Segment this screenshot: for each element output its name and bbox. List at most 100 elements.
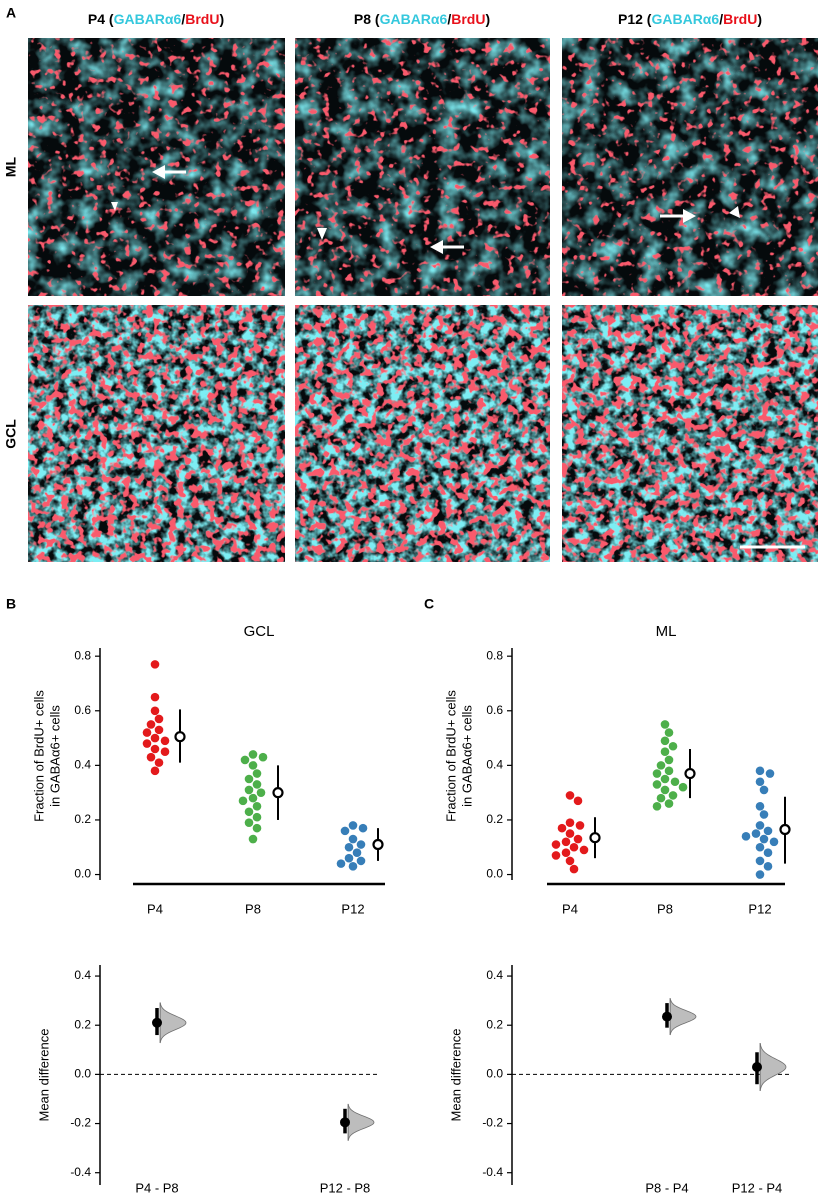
mean-difference [152,1017,162,1028]
data-point [348,862,358,871]
y-tick-label: 0.4 [486,968,503,982]
bootstrap-distribution [347,1103,375,1141]
data-point [551,851,561,860]
mean-difference [752,1062,762,1073]
data-point [244,785,254,795]
micrograph [562,38,818,296]
data-point [660,774,670,784]
mean-marker [174,731,186,743]
data-point [154,725,164,735]
bootstrap-distribution [759,1042,787,1092]
data-point [336,859,346,868]
micrograph [295,305,550,562]
data-point [565,856,575,866]
y-tick-label: 0.2 [74,1017,91,1031]
mean-marker [779,823,791,836]
data-point [664,755,674,765]
data-point [557,823,567,833]
row-label: ML [3,156,19,177]
mean-marker [589,832,601,844]
data-point [664,728,674,737]
data-point [352,848,362,858]
y-tick-label: -0.2 [70,1116,91,1130]
annotations [111,165,805,549]
y-tick-label: -0.4 [70,1165,91,1179]
data-point [565,829,575,838]
panel-label: C [424,596,434,612]
data-point [759,810,769,819]
data-point [741,832,751,841]
data-point [348,821,358,830]
data-point [252,769,262,778]
y-tick-label: -0.4 [482,1165,503,1179]
data-point [146,720,156,729]
mean-marker [372,838,384,851]
data-point [569,842,579,852]
y-axis-label: in GABAα6+ cells [47,705,62,807]
data-point [765,769,775,778]
y-axis-label: Mean difference [36,1029,51,1122]
data-point [763,848,773,858]
data-point [755,777,765,787]
y-tick-label: 0.8 [486,648,503,662]
data-point [755,802,765,811]
y-tick-label: 0.8 [74,648,91,662]
x-tick-label: P4 [562,901,578,916]
column-header: P4 (GABARα6/BrdU) [88,11,224,27]
mean-marker [272,787,284,799]
y-tick-label: 0.2 [486,1017,503,1031]
data-point [652,769,662,778]
data-point [256,788,266,797]
x-tick-label: P12 - P4 [732,1180,783,1195]
row-label: GCL [3,419,19,449]
data-point [763,862,773,871]
mean-marker [684,767,696,780]
data-point [258,752,268,762]
x-tick-label: P12 [748,901,771,916]
data-point [561,837,571,847]
charts: 0.0 0.2 0.4 0.6 0.8 GCL P4 P8 P12 Fraction of Brd… [31,623,791,1195]
micrographs [28,38,818,562]
data-point [142,739,152,748]
column-headers: P4 (GABARα6/BrdU) P8 (GABARα6/BrdU) P12 … [88,11,762,27]
y-axis-label: Mean difference [448,1029,463,1122]
data-point [763,826,773,836]
data-point [652,780,662,789]
micrograph [28,38,285,296]
y-tick-label: 0.6 [74,703,91,717]
data-point [340,826,350,836]
data-point [664,766,674,776]
data-point [244,818,254,827]
y-axis-label: in GABAα6+ cells [459,705,474,807]
bootstrap-distribution [669,998,697,1036]
data-point [755,842,765,852]
data-point [670,777,680,787]
data-point [579,845,589,855]
data-point [252,802,262,811]
data-point [565,818,575,827]
chart-title: GCL [244,623,275,640]
y-tick-label: 0.0 [486,867,503,881]
column-header: P8 (GABARα6/BrdU) [354,11,490,27]
data-point [238,796,248,806]
data-point [660,785,670,795]
x-tick-label: P8 - P4 [645,1180,688,1195]
y-tick-label: 0.4 [486,758,503,772]
data-point [573,834,583,844]
data-point [356,840,366,849]
micrograph [562,305,818,562]
data-point [759,834,769,844]
data-point [150,692,160,702]
data-point [656,761,666,770]
data-point [240,755,250,765]
y-tick-label: 0.4 [74,968,91,982]
data-point [668,791,678,800]
y-axis-label: Fraction of BrdU+ cells [443,690,458,822]
data-point [150,733,160,743]
y-tick-label: 0.0 [74,867,91,881]
data-point [652,802,662,811]
data-point [656,793,666,803]
data-point [678,782,688,792]
data-point [244,774,254,784]
panel-label: B [6,596,16,612]
